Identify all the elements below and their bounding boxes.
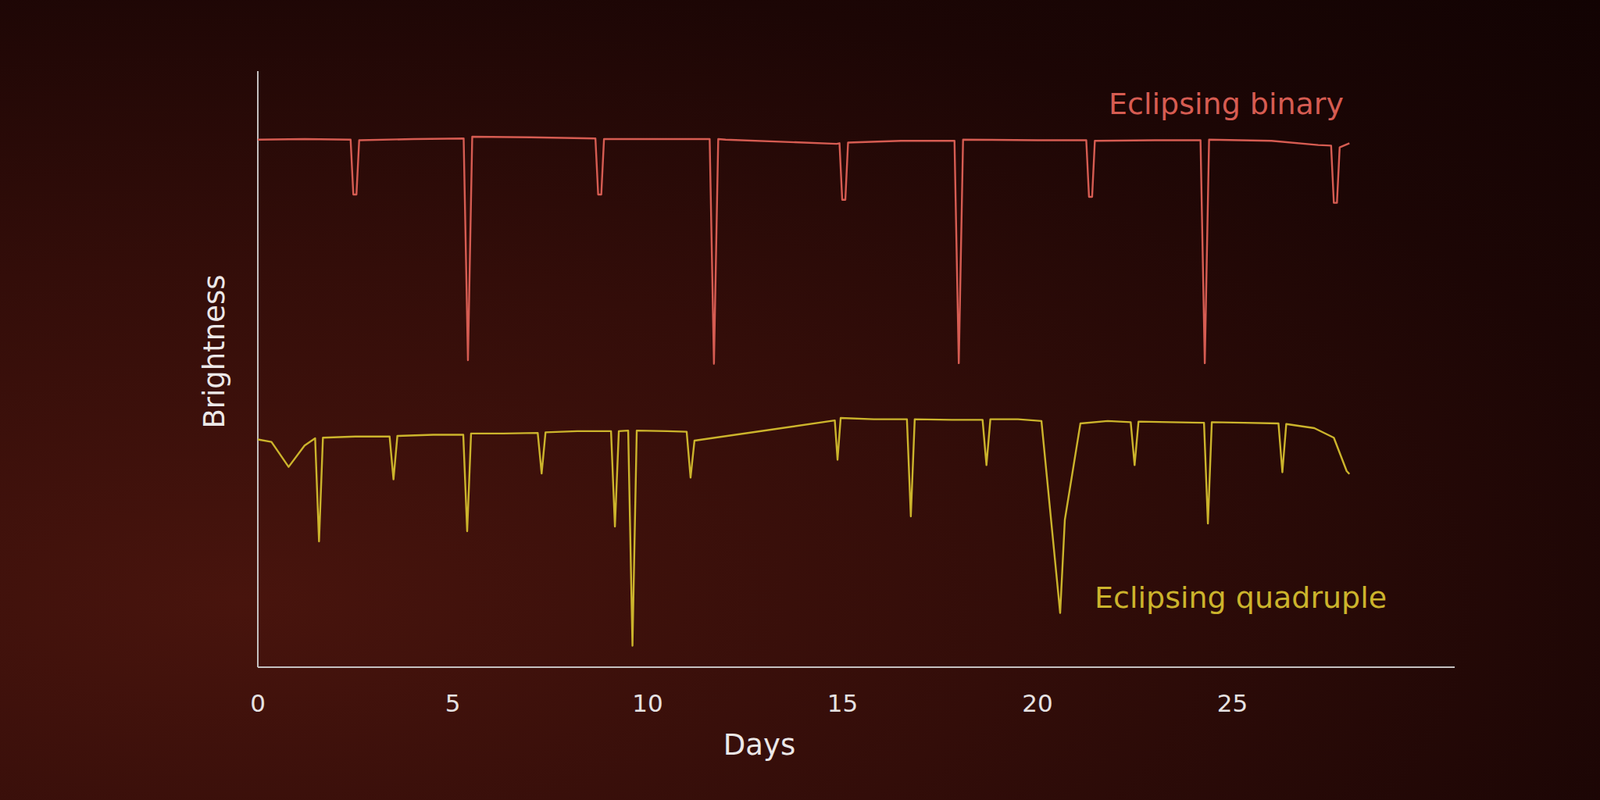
x-axis — [257, 666, 1455, 668]
x-axis-label: Days — [723, 728, 796, 762]
chart: 0 5 10 15 20 25 Days Brightness Eclipsing binary… — [0, 0, 1600, 800]
series-group — [257, 136, 1350, 647]
series-line — [257, 136, 1350, 365]
x-tick-label: 15 — [827, 689, 858, 718]
x-tick-label: 20 — [1021, 689, 1053, 718]
x-tick-label: 0 — [250, 689, 266, 718]
series-label: Eclipsing quadruple — [1094, 580, 1387, 615]
y-axis-label: Brightness — [197, 274, 232, 429]
x-tick-label: 10 — [632, 689, 663, 718]
y-axis — [257, 71, 259, 668]
x-tick-label: 25 — [1217, 689, 1248, 718]
x-tick-label: 5 — [445, 689, 461, 718]
series-label: Eclipsing binary — [1108, 86, 1344, 122]
